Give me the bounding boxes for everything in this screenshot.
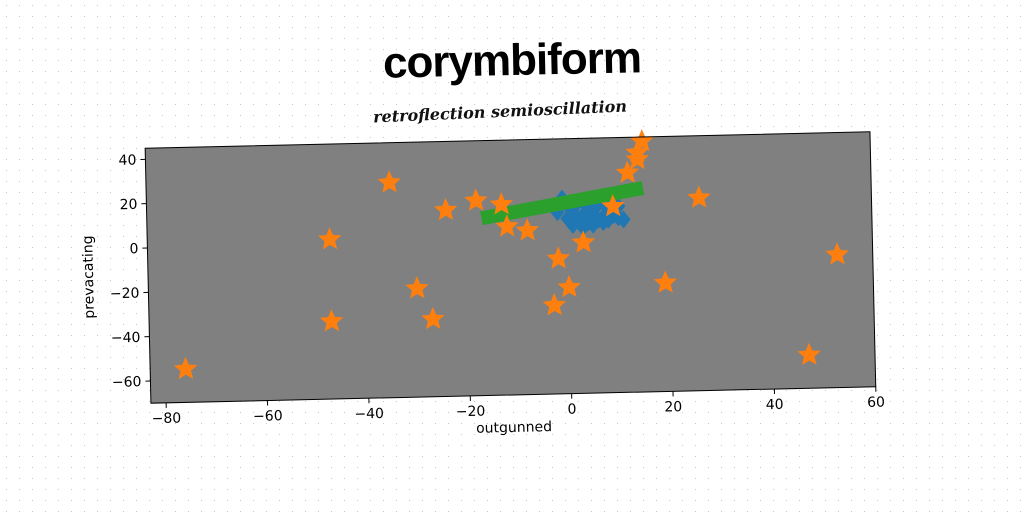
- x-tick-label: 0: [567, 402, 576, 418]
- y-tick-label: 40: [118, 153, 136, 169]
- x-axis-label: outgunned: [476, 419, 552, 437]
- y-tick-label: 0: [129, 241, 138, 257]
- y-axis-label: prevacating: [80, 235, 98, 319]
- y-tick-label: −20: [110, 286, 140, 303]
- star-point: [630, 129, 654, 152]
- star-point: [625, 146, 649, 170]
- star-point: [495, 214, 519, 237]
- x-tick-label: −20: [456, 404, 486, 421]
- plot-area: [145, 131, 876, 404]
- x-tick-label: −60: [253, 408, 283, 425]
- star-point: [173, 356, 198, 380]
- x-tick-label: −40: [354, 406, 384, 423]
- star-point: [653, 270, 678, 293]
- x-tick-label: 60: [867, 395, 885, 411]
- star-point: [625, 140, 649, 163]
- x-tick-label: 20: [664, 399, 682, 415]
- star-point: [571, 230, 596, 253]
- star-point: [515, 218, 539, 241]
- y-tick-label: −40: [111, 330, 141, 347]
- x-tick-label: 40: [766, 397, 784, 413]
- star-point: [825, 242, 849, 265]
- plot-frame: [144, 131, 877, 404]
- star-point: [377, 170, 401, 193]
- star-point: [797, 342, 821, 366]
- star-point: [421, 306, 445, 330]
- diamond-point: [585, 215, 601, 234]
- star-point: [405, 276, 429, 299]
- star-point: [434, 197, 458, 221]
- star-point: [601, 194, 625, 217]
- diamond-point: [575, 218, 591, 237]
- star-point: [489, 192, 514, 215]
- plot-background: [145, 131, 876, 404]
- star-point: [615, 160, 640, 183]
- y-tick-label: −60: [112, 374, 142, 391]
- star-point: [319, 309, 344, 332]
- star-point: [542, 292, 567, 316]
- x-tick-label: −80: [152, 410, 182, 427]
- star-point: [464, 188, 488, 211]
- diamond-point: [565, 216, 581, 235]
- diamond-point: [596, 213, 611, 232]
- star-point: [546, 246, 570, 269]
- y-tick-label: 20: [119, 197, 137, 213]
- star-point: [687, 185, 711, 208]
- star-point: [318, 227, 342, 250]
- star-point: [557, 274, 581, 298]
- axes: −80 −60 −40 −20 0 20 40 60 −60 −40 −20 0 20 40: [110, 131, 885, 427]
- data-marks: [173, 129, 849, 380]
